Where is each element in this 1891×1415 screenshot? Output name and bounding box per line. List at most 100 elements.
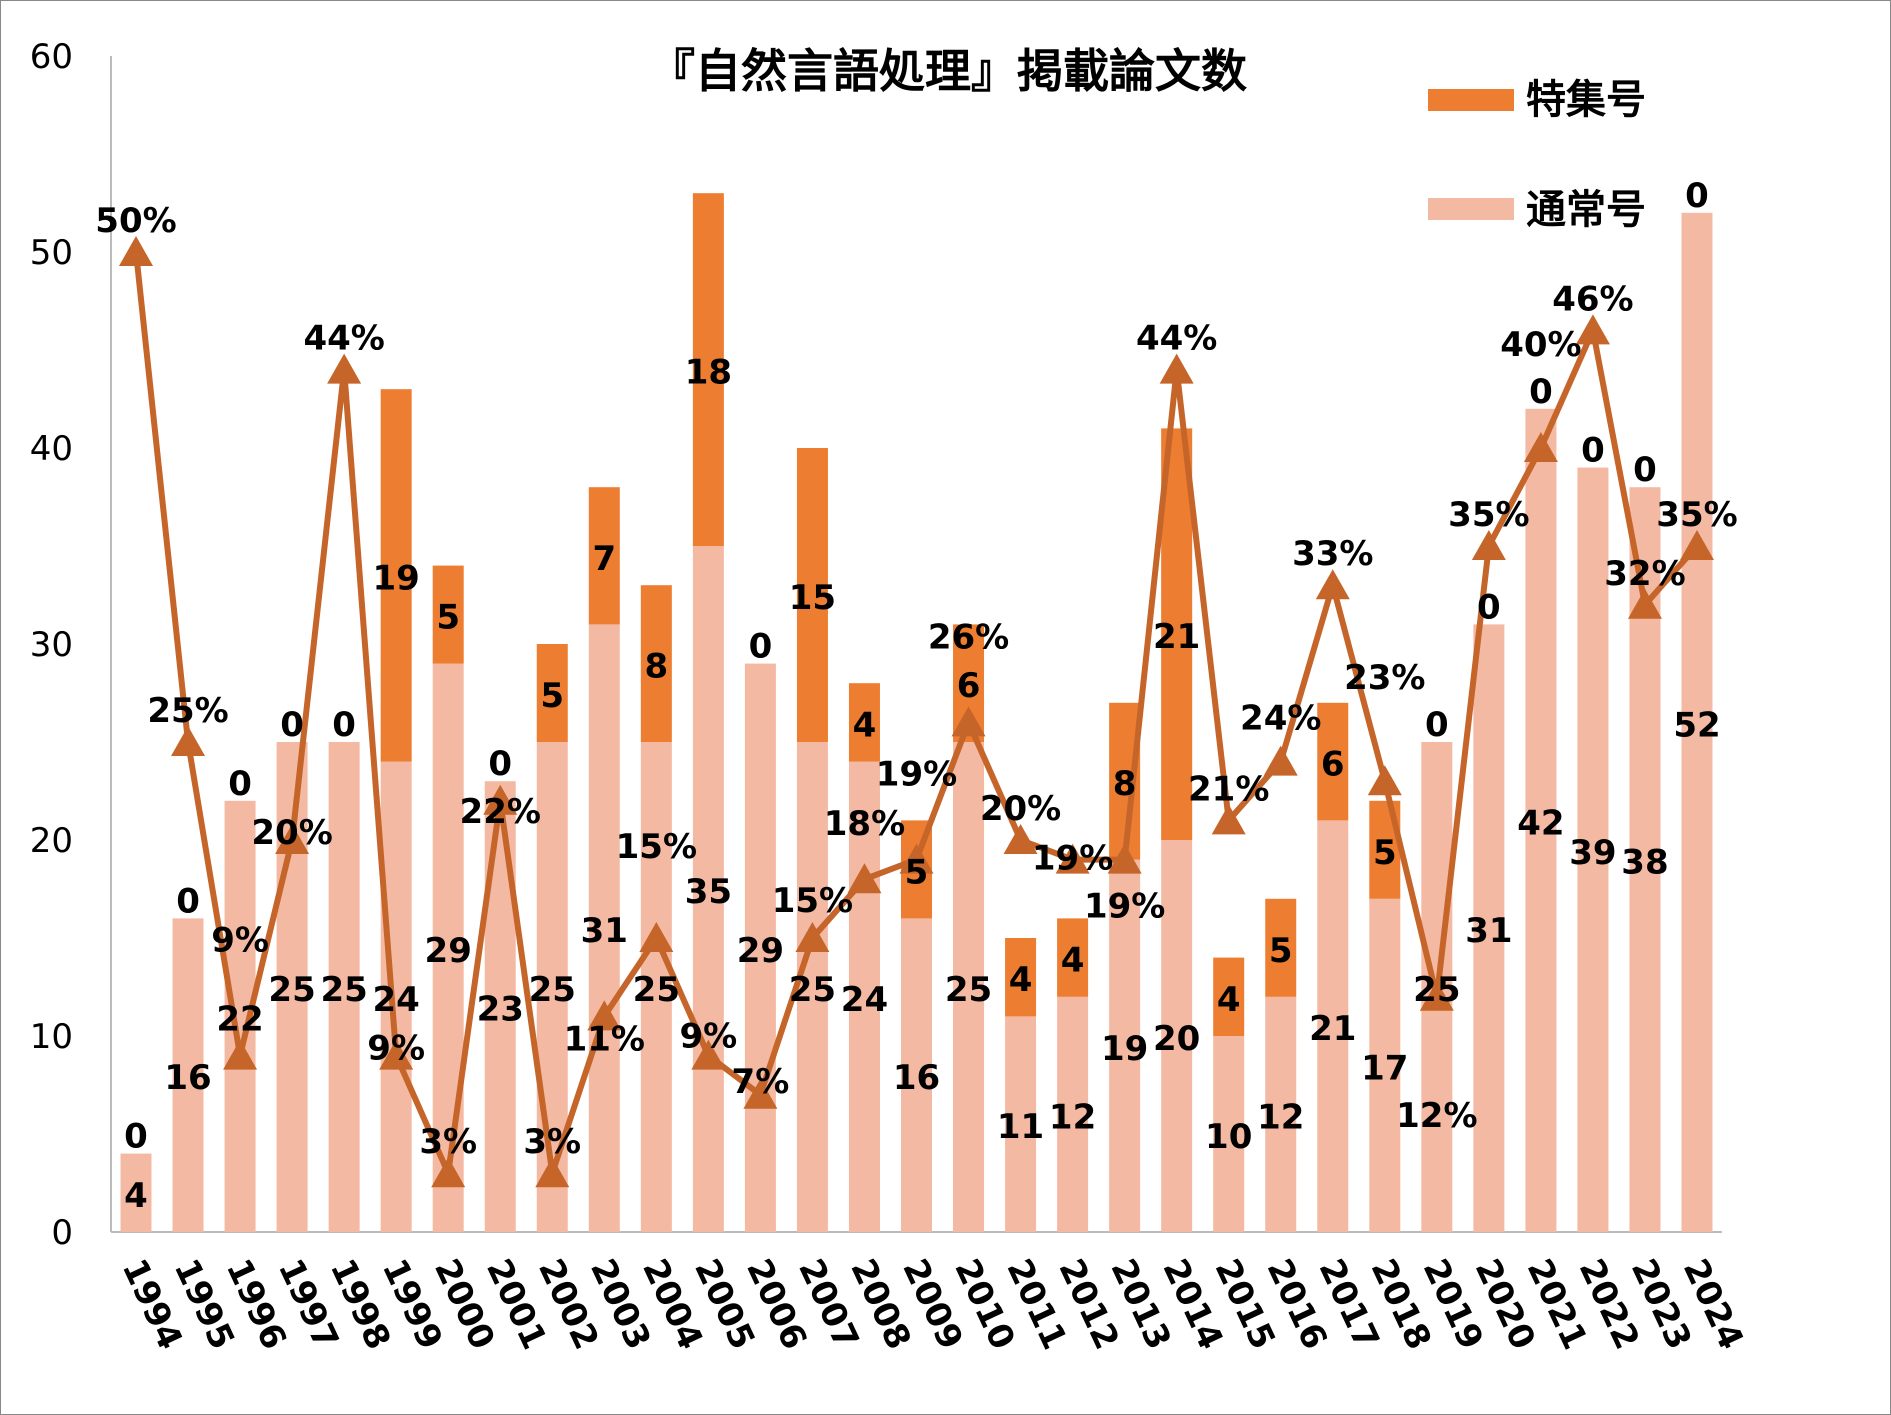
ratio-marker [1107,843,1142,874]
bar-special [432,565,464,664]
bar-regular [328,742,360,1232]
data-label-regular: 38 [1621,843,1668,883]
data-label-special: 15 [789,578,836,618]
data-label-ratio: 3% [523,1122,581,1162]
bar-special [1317,702,1349,821]
data-label-special: 5 [436,598,460,638]
data-label-regular: 25 [945,970,992,1010]
bar-regular [901,918,932,1232]
ratio-marker [587,1000,622,1031]
data-label-regular: 11 [997,1107,1044,1147]
data-label-ratio: 32% [1604,554,1685,594]
legend-label-regular: 通常号 [1526,187,1646,233]
y-tick-label: 10 [30,1017,73,1057]
bar-regular [796,742,828,1232]
data-label-special: 4 [853,705,877,745]
data-label-special: 4 [1217,980,1241,1020]
bar-special [1161,428,1193,840]
bar-special [536,644,568,742]
ratio-marker [483,784,518,815]
data-label-ratio: 21% [1188,769,1269,809]
data-label-regular: 25 [789,970,836,1010]
data-label-regular: 39 [1569,833,1616,873]
data-label-regular: 22 [216,999,263,1039]
bar-regular [172,918,204,1232]
data-label-special: 0 [1581,431,1605,471]
data-label-special: 4 [1009,960,1033,1000]
data-label-special: 5 [1269,931,1293,971]
data-label-ratio: 12% [1396,1096,1477,1136]
data-label-ratio: 18% [824,804,905,844]
data-label-ratio: 19% [876,755,957,795]
data-label-ratio: 19% [1084,887,1165,927]
bar-regular [1005,1016,1037,1232]
y-tick-label: 60 [30,37,73,77]
bar-regular [1057,996,1089,1232]
ratio-marker [899,843,934,874]
data-label-special: 0 [1477,587,1501,627]
y-tick-label: 40 [30,429,73,469]
data-label-ratio: 3% [419,1122,477,1162]
data-label-regular: 12 [1257,1097,1304,1137]
bar-regular [1109,859,1141,1232]
data-label-regular: 10 [1205,1117,1252,1157]
bar-special [1265,898,1297,997]
ratio-marker [535,1157,570,1188]
data-label-special: 0 [228,764,252,804]
bar-special [1005,938,1037,1017]
bar-regular [1317,820,1349,1232]
data-label-regular: 25 [268,970,315,1010]
data-label-special: 21 [1153,617,1200,657]
ratio-marker [1471,530,1506,560]
data-label-ratio: 20% [251,813,332,853]
data-label-special: 0 [124,1117,148,1157]
data-label-special: 18 [685,353,732,393]
data-label-regular: 17 [1361,1048,1408,1088]
bar-special [1057,918,1089,997]
ratio-marker [743,1078,778,1109]
bar-special [588,487,620,625]
y-tick-label: 50 [30,233,73,273]
bar-special [692,193,724,546]
legend: 特集号 通常号 [1428,77,1646,233]
data-label-regular: 35 [685,872,732,912]
bar-regular [432,663,464,1232]
data-label-special: 5 [540,676,564,716]
ratio-marker [1003,824,1038,854]
bar-regular [380,761,412,1232]
data-label-regular: 23 [477,990,524,1030]
data-label-special: 6 [1321,745,1345,785]
data-label-special: 8 [644,647,668,687]
chart-title: 『自然言語処理』掲載論文数 [649,44,1247,98]
data-label-ratio: 40% [1500,325,1581,365]
ratio-marker [1211,804,1246,835]
data-label-ratio: 24% [1240,699,1321,739]
data-label-regular: 20 [1153,1019,1200,1059]
data-label-regular: 12 [1049,1097,1096,1137]
data-label-regular: 31 [581,911,628,951]
bar-regular [120,1153,152,1232]
data-label-ratio: 33% [1292,534,1373,574]
data-label-ratio: 9% [679,1017,737,1057]
data-label-ratio: 9% [367,1029,425,1069]
y-tick-label: 20 [30,821,73,861]
bar-special [380,389,412,762]
ratio-marker [431,1157,466,1188]
data-label-special: 5 [1373,833,1397,873]
ratio-marker [171,726,206,756]
data-label-regular: 52 [1673,705,1720,745]
data-label-ratio: 44% [303,319,384,359]
ratio-marker [1315,569,1350,600]
ratio-marker [1367,765,1402,796]
ratio-marker [1263,745,1298,776]
data-label-regular: 16 [164,1058,211,1098]
bar-regular [953,742,985,1232]
data-label-special: 19 [373,558,420,598]
ratio-marker [119,236,153,266]
y-tick-label: 30 [30,625,73,665]
data-label-special: 0 [1685,176,1709,216]
ratio-marker [639,922,674,952]
bar-regular [1525,408,1557,1232]
